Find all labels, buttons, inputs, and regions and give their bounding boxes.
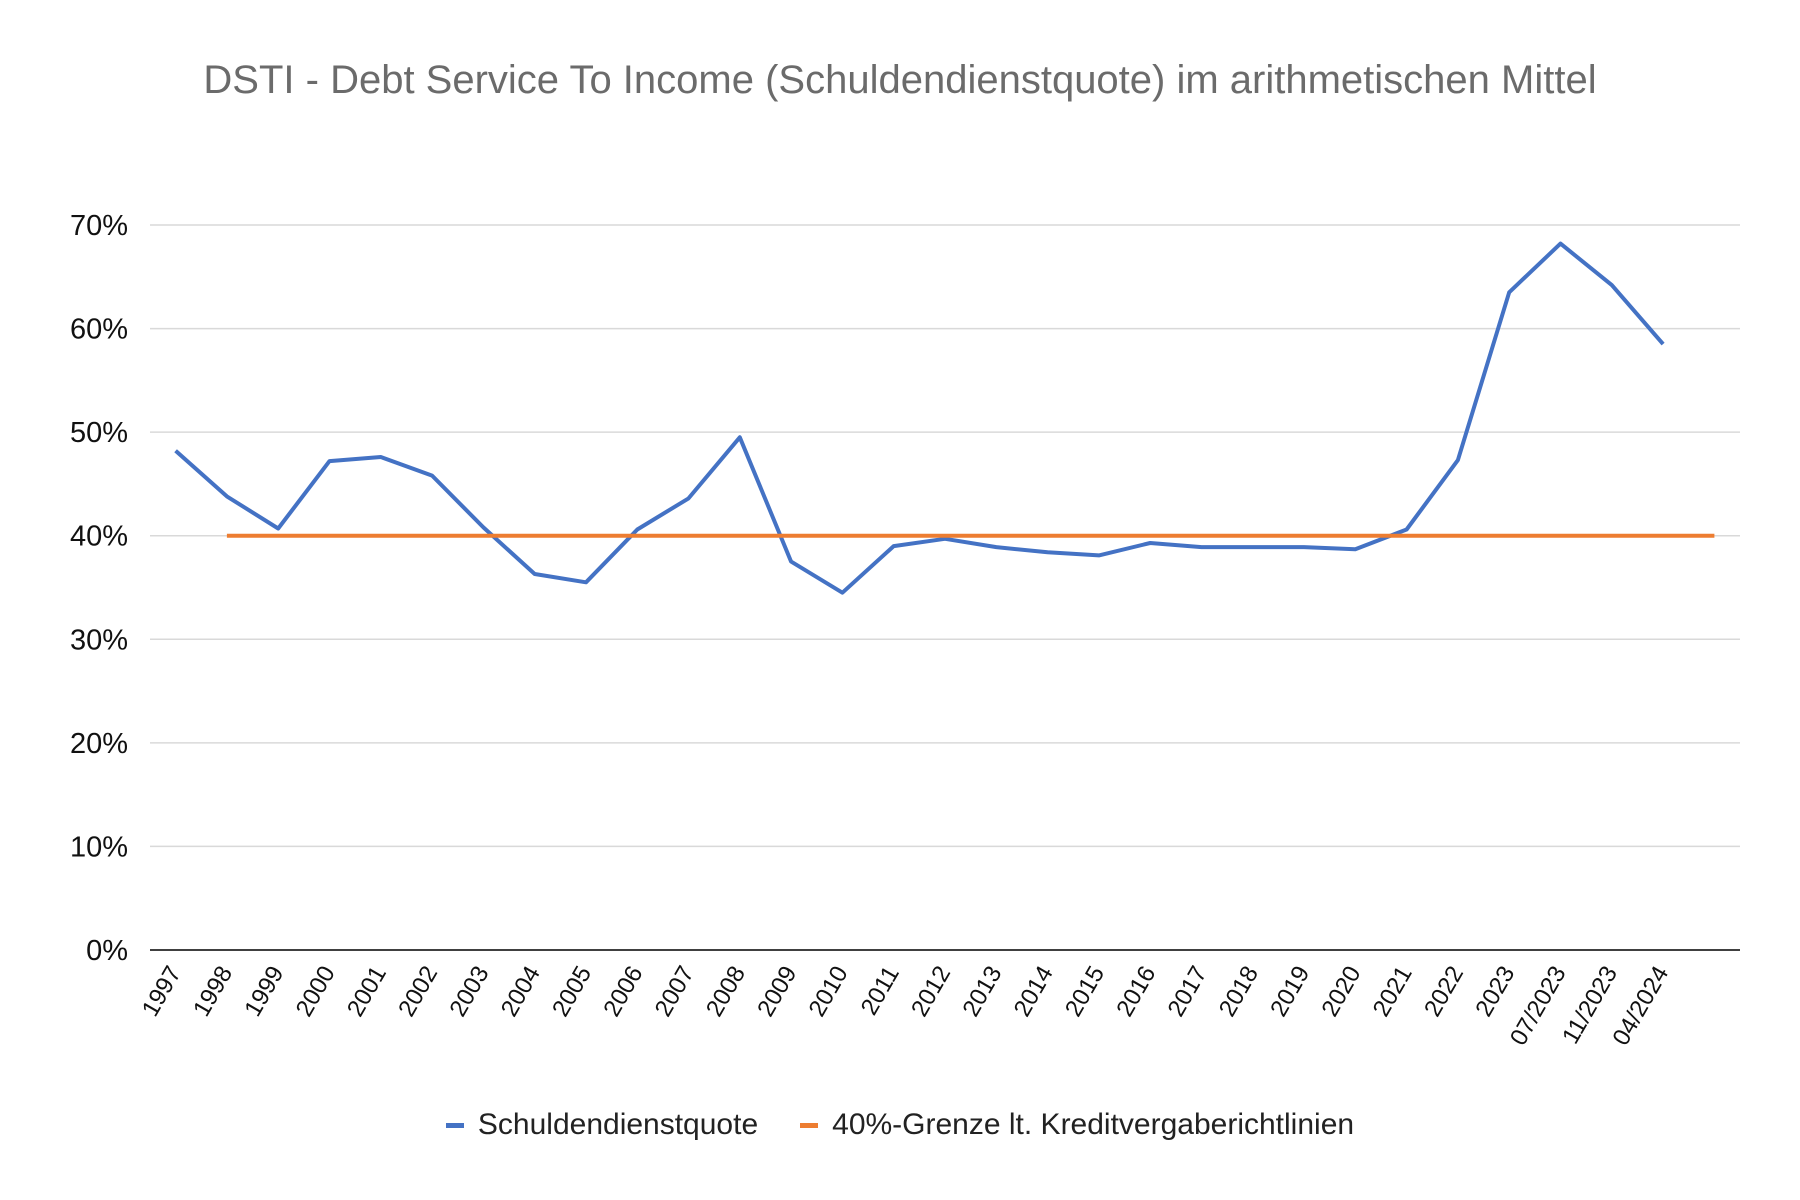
- y-tick-label: 0%: [86, 935, 128, 967]
- x-tick-label: 1997: [137, 962, 187, 1022]
- x-tick-label: 2009: [752, 962, 802, 1022]
- y-tick-label: 20%: [70, 728, 128, 760]
- series-line-0: [174, 241, 1665, 595]
- x-tick-label: 2013: [957, 961, 1007, 1021]
- x-tick-label: 2019: [1265, 962, 1315, 1022]
- x-tick-label: 1999: [239, 962, 289, 1022]
- legend: Schuldendienstquote 40%-Grenze lt. Kredi…: [0, 1108, 1800, 1142]
- x-tick-label: 1998: [188, 962, 238, 1022]
- x-tick-label: 2023: [1470, 962, 1520, 1022]
- legend-item-schuldendienstquote: Schuldendienstquote: [445, 1108, 759, 1142]
- x-tick-label: 2014: [1009, 962, 1059, 1022]
- x-tick-label: 2000: [291, 962, 341, 1022]
- legend-label: 40%-Grenze lt. Kreditvergaberichtlinien: [832, 1108, 1355, 1141]
- x-tick-label: 2016: [1111, 962, 1161, 1022]
- x-tick-label: 2010: [804, 962, 854, 1022]
- series-lines: [174, 241, 1715, 595]
- x-tick-label: 2011: [856, 962, 905, 1020]
- x-tick-label: 2005: [547, 962, 597, 1022]
- chart-title: DSTI - Debt Service To Income (Schuldend…: [203, 58, 1597, 102]
- x-tick-label: 2002: [393, 962, 443, 1022]
- x-tick-label: 2015: [1060, 962, 1110, 1022]
- y-tick-label: 60%: [70, 314, 128, 346]
- legend-item-40-grenze: 40%-Grenze lt. Kreditvergaberichtlinien: [800, 1108, 1354, 1142]
- legend-swatch-blue: [445, 1122, 464, 1128]
- y-tick-label: 30%: [70, 624, 128, 656]
- x-tick-label: 2012: [906, 962, 956, 1022]
- x-tick-label: 2008: [701, 962, 751, 1022]
- x-tick-label: 2022: [1419, 962, 1469, 1022]
- x-tick-label: 2001: [342, 962, 392, 1022]
- x-tick-label: 2018: [1214, 962, 1264, 1022]
- x-tick-label: 2003: [445, 962, 495, 1022]
- legend-swatch-orange: [800, 1122, 819, 1128]
- y-axis-ticks: 0% 10% 20% 30% 40% 50% 60% 70%: [70, 210, 128, 967]
- legend-label: Schuldendienstquote: [477, 1108, 759, 1141]
- y-tick-label: 10%: [70, 831, 128, 863]
- x-tick-label: 2007: [650, 962, 700, 1022]
- y-tick-label: 40%: [70, 521, 128, 553]
- x-axis-ticks: 1997 1998 1999 2000 2001 2002 2003 2004 2005 2006…: [137, 961, 1674, 1050]
- x-tick-label: 2020: [1316, 962, 1366, 1022]
- x-tick-label: 2021: [1368, 962, 1418, 1022]
- x-tick-label: 2004: [496, 962, 546, 1022]
- y-tick-label: 70%: [70, 210, 128, 242]
- x-tick-label: 2006: [598, 962, 648, 1022]
- x-tick-label: 2017: [1163, 962, 1213, 1022]
- y-tick-label: 50%: [70, 417, 128, 449]
